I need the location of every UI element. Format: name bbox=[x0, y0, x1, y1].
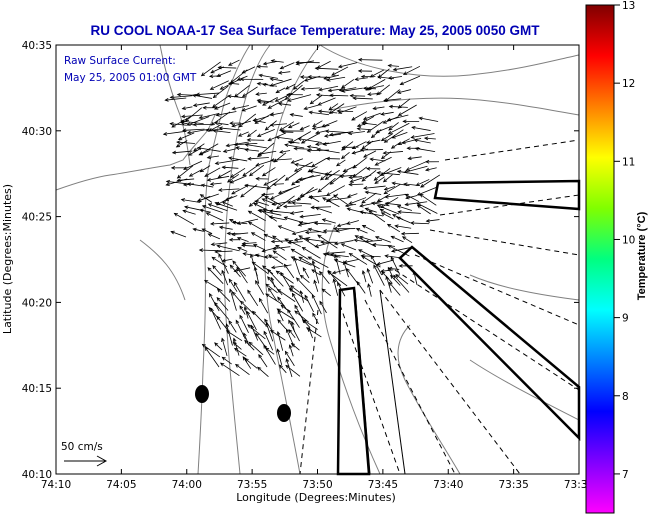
x-tick-label: 74:10 bbox=[41, 479, 71, 491]
x-tick-label: 73:40 bbox=[433, 479, 463, 491]
y-tick-label: 40:15 bbox=[22, 383, 52, 395]
x-axis-label: Longitude (Degrees:Minutes) bbox=[236, 491, 396, 504]
scale-arrow: 50 cm/s bbox=[61, 441, 108, 467]
x-tick-label: 73:50 bbox=[302, 479, 332, 491]
colorbar bbox=[585, 4, 615, 514]
x-tick-label: 73:35 bbox=[498, 479, 528, 491]
colorbar-ticks: 13 12 11 10 9 8 7 bbox=[614, 0, 635, 481]
y-tick-label: 40:35 bbox=[22, 40, 52, 52]
x-tick-label: 74:00 bbox=[172, 479, 202, 491]
y-tick-label: 40:25 bbox=[22, 212, 52, 224]
colorbar-tick-label: 10 bbox=[622, 234, 635, 246]
station-marker-2 bbox=[277, 404, 291, 422]
colorbar-label: Temperature (°C) bbox=[636, 211, 648, 300]
x-tick-label: 73:45 bbox=[368, 479, 398, 491]
current-vectors bbox=[162, 57, 441, 378]
colorbar-tick-label: 11 bbox=[622, 156, 635, 168]
annotation-line-1: Raw Surface Current: bbox=[64, 55, 176, 67]
figure-title: RU COOL NOAA-17 Sea Surface Temperature:… bbox=[91, 23, 541, 38]
colorbar-tick-label: 7 bbox=[622, 469, 629, 481]
colorbar-tick-label: 12 bbox=[622, 78, 635, 90]
y-axis-label: Latitude (Degrees:Minutes) bbox=[1, 184, 14, 334]
scale-label: 50 cm/s bbox=[61, 441, 103, 453]
x-tick-label: 73:55 bbox=[237, 479, 267, 491]
annotation-line-2: May 25, 2005 01:00 GMT bbox=[64, 72, 197, 84]
x-tick-label: 74:05 bbox=[106, 479, 136, 491]
y-axis-ticks: 40:35 40:30 40:25 40:20 40:15 40:10 bbox=[22, 40, 579, 481]
y-tick-label: 40:30 bbox=[22, 126, 52, 138]
station-marker-1 bbox=[195, 385, 209, 403]
colorbar-tick-label: 8 bbox=[622, 391, 629, 403]
colorbar-tick-label: 9 bbox=[622, 313, 629, 325]
y-tick-label: 40:10 bbox=[22, 469, 52, 481]
radar-radial-lines bbox=[299, 139, 580, 475]
map-plot-area bbox=[55, 44, 581, 476]
colorbar-tick-label: 13 bbox=[622, 0, 635, 12]
y-tick-label: 40:20 bbox=[22, 297, 52, 309]
map-background bbox=[56, 45, 579, 474]
x-axis-ticks: 74:10 74:05 74:00 73:55 73:50 73:45 73:40 73:35… bbox=[41, 45, 594, 491]
